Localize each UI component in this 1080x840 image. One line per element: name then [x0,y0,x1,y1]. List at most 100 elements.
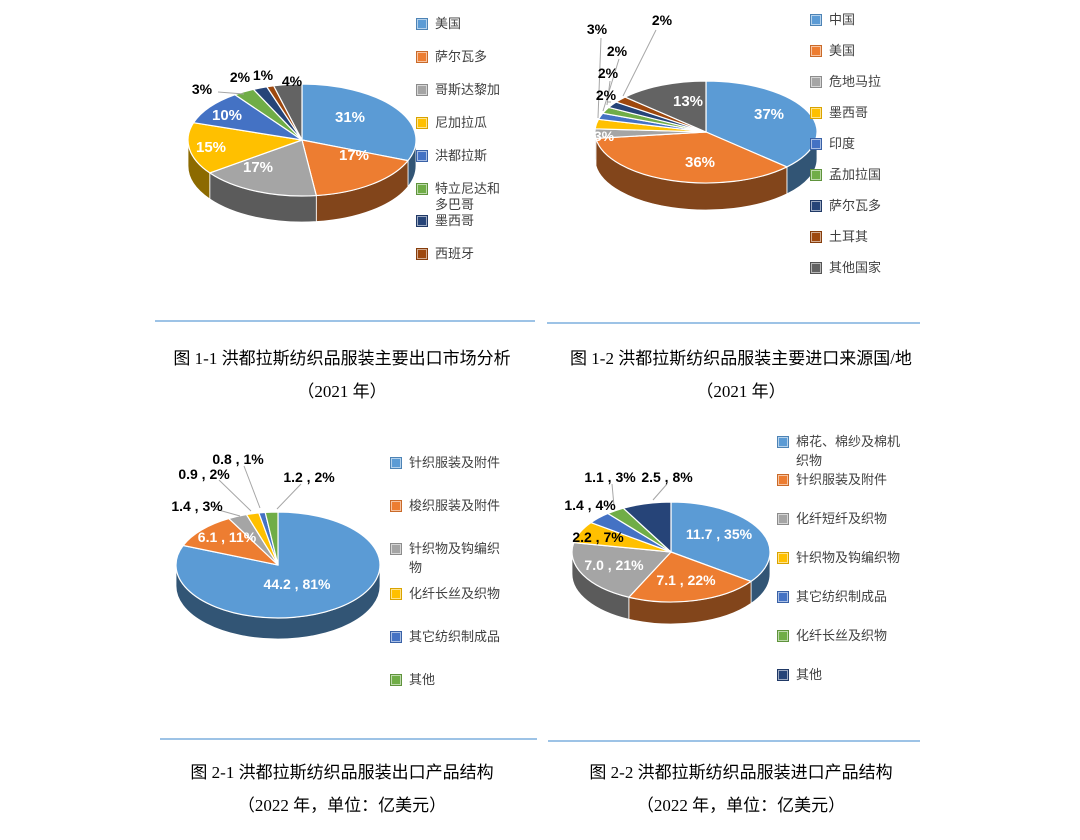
label-leader-line [622,29,657,97]
pie-slice [595,131,788,184]
legend-item: 其它纺织制成品 [390,627,501,646]
legend-label: 萨尔瓦多 [829,198,882,213]
pie-slice [301,83,417,162]
caption-title: 图 1-1 洪都拉斯纺织品服装主要出口市场分析 [173,349,511,368]
legend-swatch-icon [390,673,402,686]
label-leader-line [276,483,302,510]
pie-data-label: 1% [253,67,274,83]
legend-item: 土耳其 [810,229,899,245]
legend-item: 其他 [390,670,501,689]
pie-data-label: 10% [212,107,242,124]
legend-item: 针织物及钩编织物 [777,548,902,567]
figure-caption-2-2: 图 2-2 洪都拉斯纺织品服装进口产品结构 （2022 年，单位：亿美元） [545,756,937,822]
pie-data-label: 0.8 , 1% [212,451,264,467]
pie-slice [182,517,279,566]
legend-item: 针织物及钩编织物 [390,539,501,577]
pie-slice [273,83,303,141]
legend-label: 墨西哥 [435,213,475,228]
legend-item: 尼加拉瓜 [416,115,502,131]
legend-swatch-icon [390,542,402,555]
legend-swatch-icon [416,150,428,162]
legend-label: 梭织服装及附件 [409,498,501,513]
legend-item: 美国 [810,43,899,59]
pie-slice [705,80,818,168]
pie-slice [192,94,303,141]
label-leader-line [611,483,615,507]
legend-item: 化纤长丝及织物 [390,584,501,603]
divider-line [547,322,920,324]
figure-caption-1-2: 图 1-2 洪都拉斯纺织品服装主要进口来源国/地 （2021 年） [545,342,937,408]
legend-item: 印度 [810,136,899,152]
pie-slice [264,511,279,566]
pie-chart-fig-2-2: 11.7 , 35% 7.1 , 22% 7.0 , 21% 2.2 , 7% 1.4 … [564,469,771,625]
legend-label: 萨尔瓦多 [435,49,488,64]
legend-swatch-icon [390,456,402,469]
legend-swatch-icon [810,262,822,274]
pie-data-label: 31% [335,109,365,126]
pie-data-label: 2.5 , 8% [641,469,693,485]
legend-item: 萨尔瓦多 [416,49,502,65]
legend-item: 化纤长丝及织物 [777,626,902,645]
legend-swatch-icon [810,231,822,243]
legend-label: 孟加拉国 [829,167,882,182]
legend-label: 美国 [435,16,462,31]
legend-item: 哥斯达黎加 [416,82,502,98]
divider-line [160,738,537,740]
label-leader-line [652,483,668,501]
legend-label: 针织物及钩编织物 [796,550,901,565]
legend-label: 印度 [829,136,856,151]
pie-data-label: 36% [685,154,715,171]
legend-item: 梭织服装及附件 [390,496,501,515]
pie-data-label: 0.9 , 2% [178,466,230,482]
legend-fig-1-1: 美国 萨尔瓦多 哥斯达黎加 尼加拉瓜 洪都拉斯 特立尼达和多巴哥 墨西哥 西班牙 [416,16,502,279]
label-leader-line [597,37,602,119]
legend-label: 化纤长丝及织物 [409,586,501,601]
label-leader-line [218,479,252,512]
pie-data-label: 13% [673,93,703,110]
legend-item: 针织服装及附件 [777,470,902,489]
legend-swatch-icon [777,512,789,525]
pie-data-label: 7.1 , 22% [656,572,716,588]
legend-swatch-icon [777,590,789,603]
caption-title: 图 1-2 洪都拉斯纺织品服装主要进口来源国/地 [570,349,912,368]
pie-data-label: 1.4 , 3% [171,498,223,514]
legend-swatch-icon [777,668,789,681]
label-leader-line [243,465,261,509]
pie-chart-fig-1-1: 31% 17% 17% 15% 10% 3% 2% 1% 4% [187,67,417,223]
pie-data-label: 2% [598,65,619,81]
caption-title: 图 2-2 洪都拉斯纺织品服装进口产品结构 [589,763,893,782]
legend-swatch-icon [416,248,428,260]
legend-item: 化纤短纤及织物 [777,509,902,528]
legend-item: 美国 [416,16,502,32]
pie-data-label: 3% [192,81,213,97]
legend-label: 墨西哥 [829,105,869,120]
pie-data-label: 1.4 , 4% [564,497,616,513]
legend-item: 中国 [810,12,899,28]
legend-swatch-icon [416,183,428,195]
legend-item: 孟加拉国 [810,167,899,183]
pie-data-label: 2% [230,69,251,85]
pie-data-label: 2% [652,12,673,28]
pie-data-label: 15% [196,139,226,156]
caption-subtitle: （2021 年） [297,382,387,401]
pie-data-label: 1.1 , 3% [584,469,636,485]
legend-item: 洪都拉斯 [416,148,502,164]
pie-data-label: 3% [594,128,615,144]
legend-label: 其它纺织制成品 [409,629,501,644]
caption-subtitle: （2021 年） [696,382,786,401]
caption-subtitle: （2022 年，单位：亿美元） [237,796,447,815]
legend-swatch-icon [810,76,822,88]
legend-fig-1-2: 中国 美国 危地马拉 墨西哥 印度 孟加拉国 萨尔瓦多 土耳其 其他国家 [810,12,899,291]
legend-swatch-icon [810,14,822,26]
caption-title: 图 2-1 洪都拉斯纺织品服装出口产品结构 [190,763,494,782]
legend-swatch-icon [777,629,789,642]
pie-slice [571,542,672,598]
legend-swatch-icon [810,138,822,150]
legend-label: 美国 [829,43,856,58]
legend-swatch-icon [810,200,822,212]
legend-fig-2-1: 针织服装及附件 梭织服装及附件 针织物及钩编织物 化纤长丝及织物 其它纺织制成品 其他 [390,453,501,713]
divider-line [548,740,920,742]
legend-swatch-icon [390,587,402,600]
legend-fig-2-2: 棉花、棉纱及棉机织物 针织服装及附件 化纤短纤及织物 针织物及钩编织物 其它纺织制成品化… [777,432,902,704]
legend-item: 危地马拉 [810,74,899,90]
